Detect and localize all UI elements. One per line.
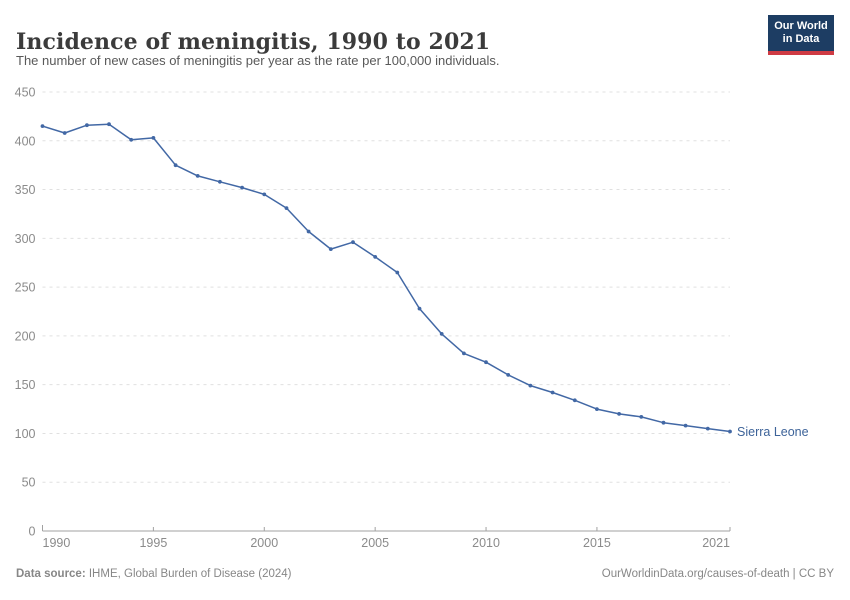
data-point (328, 247, 333, 252)
data-point (240, 185, 245, 190)
y-axis-tick-label: 350 (15, 183, 36, 197)
series-line (42, 123, 731, 433)
credit-link[interactable]: OurWorldinData.org/causes-of-death | CC … (601, 568, 834, 580)
chart-title: Incidence of meningitis, 1990 to 2021 (16, 28, 491, 55)
data-point (439, 332, 444, 336)
y-axis-tick-label: 400 (15, 134, 36, 148)
y-axis-tick-label: 0 (29, 525, 36, 539)
chart-footer: Data source: IHME, Global Burden of Dise… (16, 568, 834, 580)
y-axis-tick-label: 50 (22, 476, 36, 490)
data-point (506, 373, 511, 377)
data-point (40, 124, 45, 128)
data-point (595, 407, 599, 411)
data-point (173, 163, 178, 168)
x-axis-tick-label: 1990 (43, 536, 71, 550)
x-axis-tick-label: 2005 (361, 536, 389, 550)
owid-logo-accent-bar (768, 51, 834, 55)
y-axis-tick-label: 150 (15, 378, 36, 392)
data-point (373, 255, 378, 259)
owid-logo[interactable]: Our World in Data (768, 15, 834, 55)
data-point (683, 423, 688, 428)
data-source-label: Data source: (16, 568, 86, 580)
data-point (462, 351, 466, 356)
data-point (107, 122, 111, 127)
data-point (728, 429, 732, 434)
x-axis-tick-label: 1995 (139, 536, 167, 550)
owid-logo-text-line1: Our World (774, 20, 828, 32)
x-axis-tick-label: 2010 (472, 536, 500, 550)
data-point (639, 415, 644, 419)
data-point (195, 174, 200, 178)
chart-subtitle: The number of new cases of meningitis pe… (16, 53, 500, 68)
x-axis-tick-label: 2015 (583, 536, 611, 550)
data-point (484, 360, 488, 365)
data-point (528, 383, 533, 388)
data-point (284, 206, 289, 210)
x-axis-tick-label: 2000 (250, 536, 278, 550)
data-point (395, 270, 400, 275)
data-point (306, 229, 311, 234)
data-point (705, 426, 710, 431)
series-entity-label: Sierra Leone (737, 425, 809, 439)
data-point (129, 137, 134, 142)
y-axis-tick-label: 450 (15, 86, 36, 100)
data-point (351, 240, 355, 245)
y-axis-tick-label: 300 (15, 232, 36, 246)
data-point (617, 412, 621, 416)
line-chart-plot-area[interactable]: 0 50 100 150 200 250 300 350 400 450 1990 1995 2000 2… (0, 85, 850, 563)
data-point (218, 179, 222, 184)
y-axis-tick-label: 100 (15, 427, 36, 441)
data-point (550, 390, 555, 395)
data-point (572, 398, 577, 403)
data-source-note: Data source: IHME, Global Burden of Dise… (16, 568, 292, 580)
y-axis-tick-label: 250 (15, 281, 36, 295)
data-source-value: IHME, Global Burden of Disease (2024) (85, 568, 292, 580)
data-point (151, 136, 156, 140)
owid-logo-text-line2: in Data (782, 33, 820, 45)
x-axis-tick-label: 2021 (702, 536, 730, 550)
data-point (262, 192, 267, 197)
data-point (661, 420, 666, 425)
data-point (85, 123, 89, 128)
y-axis-tick-label: 200 (15, 329, 36, 343)
data-point (417, 306, 422, 311)
data-point (62, 131, 67, 135)
